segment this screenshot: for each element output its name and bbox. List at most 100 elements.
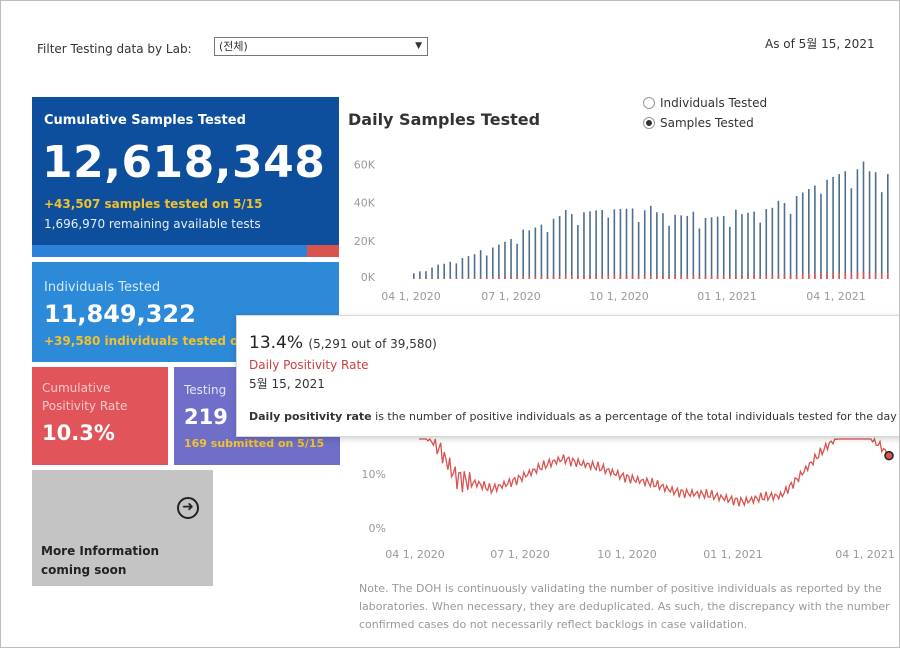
bar-chart-bar xyxy=(838,174,840,279)
note-line3: confirmed cases do not necessarily refle… xyxy=(359,618,748,631)
bar-chart-positive-bar xyxy=(674,275,676,279)
testing-labs-delta: 169 submitted on 5/15 xyxy=(184,437,325,450)
bar-chart-x-tick: 04 1, 2020 xyxy=(381,290,440,303)
bar-chart-positive-bar xyxy=(455,278,458,279)
bar-chart-bar xyxy=(668,225,670,279)
lab-filter-value: (전체) xyxy=(219,40,248,53)
bar-chart-bar xyxy=(795,196,798,279)
bar-chart-positive-bar xyxy=(656,274,658,279)
bar-chart-bar xyxy=(753,211,755,279)
bar-chart-bar xyxy=(698,228,701,279)
bar-chart-positive-bar xyxy=(473,277,476,279)
bar-chart-bar xyxy=(498,244,500,279)
cumulative-positivity-value: 10.3% xyxy=(42,421,115,445)
note-line2: laboratories. When necessary, they are d… xyxy=(359,600,890,613)
bar-chart-positive-bar xyxy=(504,276,506,279)
radio-button-selected-icon[interactable] xyxy=(643,117,655,129)
line-chart-x-axis: 04 1, 2020 07 1, 2020 10 1, 2020 01 1, 2021… xyxy=(385,548,894,561)
bar-chart-bar xyxy=(637,221,640,279)
bar-chart-bar xyxy=(722,216,725,279)
line-chart-x-tick: 04 1, 2020 xyxy=(385,548,444,561)
bar-chart-bar xyxy=(747,212,749,279)
bar-chart-bar xyxy=(455,263,458,279)
bar-chart-positive-bar xyxy=(698,275,701,279)
bar-chart-bar xyxy=(619,209,622,279)
bar-chart-bar xyxy=(431,267,433,279)
chevron-down-icon: ▼ xyxy=(415,41,422,51)
bar-chart-positive-bar xyxy=(443,278,445,279)
bar-chart-bar xyxy=(546,232,549,279)
cumulative-positivity-card: Cumulative Positivity Rate 10.3% xyxy=(32,367,168,465)
bar-chart-bar xyxy=(528,230,531,279)
lab-filter-dropdown[interactable]: (전체) ▼ xyxy=(214,37,428,56)
tooltip-detail: (5,291 out of 39,580) xyxy=(308,337,437,351)
bar-chart-y-axis: 60K 40K 20K 0K xyxy=(354,159,376,284)
cumulative-samples-delta: +43,507 samples tested on 5/15 xyxy=(44,197,263,211)
more-information-line2: coming soon xyxy=(41,563,127,577)
bar-chart-bar xyxy=(589,211,591,279)
bar-chart-bar xyxy=(801,192,804,279)
bar-chart-bar xyxy=(729,226,731,279)
bar-chart-y-tick: 40K xyxy=(354,197,376,210)
bar-chart-positive-bar xyxy=(540,275,543,279)
radio-samples-tested[interactable]: Samples Tested xyxy=(643,113,767,133)
testing-labs-value: 219 xyxy=(184,405,228,429)
bar-chart-positive-bar xyxy=(880,273,883,279)
bar-chart-bar xyxy=(862,161,865,279)
bar-chart-positive-bar xyxy=(558,275,561,279)
bar-chart-bar xyxy=(492,247,494,279)
bar-chart-positive-bar xyxy=(546,276,549,279)
bar-chart-bar xyxy=(814,185,816,279)
more-information-label: More Information coming soon xyxy=(41,542,159,580)
radio-individuals-label: Individuals Tested xyxy=(660,96,768,110)
bar-chart-positive-bar xyxy=(552,275,555,279)
bar-chart-bar xyxy=(820,193,822,279)
bar-chart-positive-bar xyxy=(619,274,622,279)
bar-chart-bar xyxy=(540,224,543,279)
bar-chart-bar xyxy=(656,212,658,279)
bar-chart-bar xyxy=(735,209,737,279)
bar-chart-bar xyxy=(789,213,792,279)
bar-chart-positive-bar xyxy=(571,275,573,279)
tooltip-percent: 13.4% xyxy=(249,333,304,353)
note-text: Note. The DOH is continuously validating… xyxy=(359,580,899,634)
individuals-tested-title: Individuals Tested xyxy=(44,280,161,295)
bar-chart-positive-bar xyxy=(801,273,804,279)
radio-individuals-tested[interactable]: Individuals Tested xyxy=(643,93,767,113)
bar-chart-bar xyxy=(552,218,555,279)
circle-arrow-right-icon[interactable]: ➜ xyxy=(177,497,199,519)
bar-chart-positive-bar xyxy=(686,275,689,279)
bar-chart-y-tick: 0K xyxy=(361,271,376,284)
line-chart-y-tick: 0% xyxy=(369,522,386,535)
bar-chart-bar xyxy=(564,209,567,279)
more-information-card[interactable]: ➜ More Information coming soon xyxy=(32,470,213,586)
bar-chart-bar xyxy=(674,214,676,279)
bar-chart-positive-bar xyxy=(820,273,822,279)
bar-chart-positive-bar xyxy=(425,278,427,279)
bar-chart-bar xyxy=(473,254,476,279)
bar-chart-positive-bar xyxy=(887,272,889,279)
bar-chart-y-tick: 60K xyxy=(354,159,376,172)
line-chart-x-tick: 04 1, 2021 xyxy=(835,548,894,561)
individuals-tested-delta: +39,580 individuals tested on xyxy=(44,334,247,348)
bar-chart-positive-bar xyxy=(479,277,482,279)
tooltip-date: 5월 15, 2021 xyxy=(249,377,325,391)
bar-chart-positive-bar xyxy=(838,272,840,279)
tooltip-metric: Daily Positivity Rate xyxy=(249,358,369,372)
cumulative-samples-title: Cumulative Samples Tested xyxy=(44,113,246,128)
bar-chart-bar xyxy=(510,238,512,279)
bar-chart-positive-bar xyxy=(613,274,616,279)
line-chart-y-tick: 10% xyxy=(362,468,386,481)
bar-chart-positive-bar xyxy=(522,276,524,279)
bar-chart-positive-bar xyxy=(692,274,695,279)
bar-chart-bar xyxy=(601,210,603,279)
bar-chart-positive-bar xyxy=(419,278,421,279)
bar-chart-bar xyxy=(419,271,421,279)
bar-chart-bar xyxy=(558,216,561,279)
radio-button-icon[interactable] xyxy=(643,97,655,109)
bar-chart-positive-bar xyxy=(467,277,470,279)
bar-chart-positive-bar xyxy=(868,272,871,279)
bar-chart-bar xyxy=(467,256,470,279)
bar-chart-bar xyxy=(856,169,859,279)
bar-chart-bar xyxy=(844,171,847,279)
